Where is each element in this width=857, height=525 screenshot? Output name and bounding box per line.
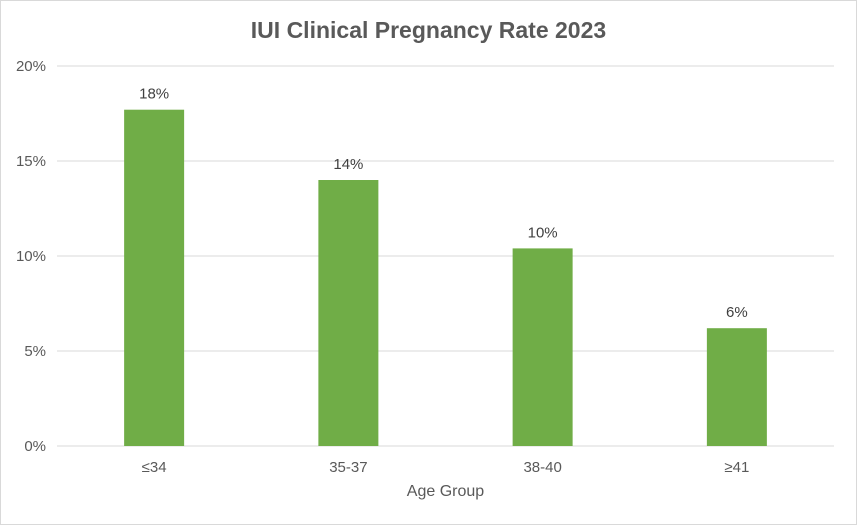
x-tick-label: 35-37 [329,459,367,476]
x-axis-tick-labels: ≤34 35-37 38-40 ≥41 [142,459,750,476]
bar-data-label: 18% [139,86,169,103]
x-tick-label: ≥41 [724,459,749,476]
y-tick-label: 10% [16,248,46,265]
bar-data-label: 6% [726,304,748,321]
bar [706,328,767,446]
x-axis-title: Age Group [407,483,484,500]
bar [124,109,185,446]
bar-data-label: 14% [333,156,363,173]
bar [512,248,573,446]
x-tick-label: ≤34 [142,459,167,476]
bars [124,109,767,446]
y-tick-label: 5% [24,343,46,360]
x-tick-label: 38-40 [523,459,561,476]
bar-data-label: 10% [528,224,558,241]
y-axis-tick-labels: 0% 5% 10% 15% 20% [16,58,46,455]
y-tick-label: 0% [24,438,46,455]
y-tick-label: 15% [16,153,46,170]
chart-title: IUI Clinical Pregnancy Rate 2023 [250,17,607,43]
y-tick-label: 20% [16,58,46,75]
data-labels: 18% 14% 10% 6% [139,86,748,322]
bar [318,180,379,446]
gridlines [57,65,834,447]
